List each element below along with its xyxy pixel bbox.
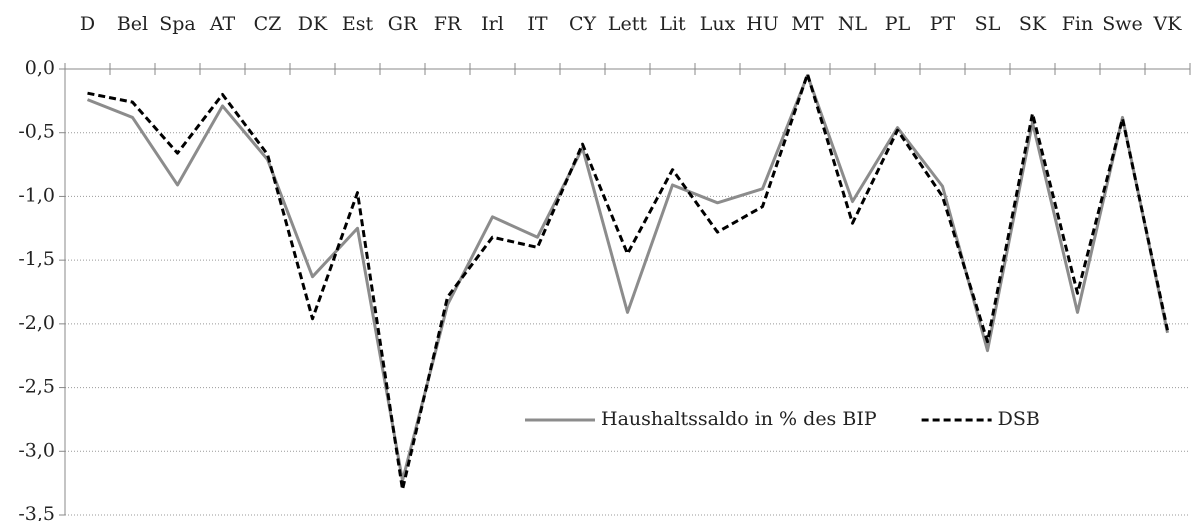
x-tick-label: D (80, 13, 95, 35)
y-tick-label: -1,5 (18, 248, 55, 270)
legend-label: Haushaltssaldo in % des BIP (601, 408, 877, 430)
series-line (87, 72, 1169, 492)
x-tick-label: NL (838, 13, 868, 35)
x-tick-label: VK (1153, 13, 1183, 35)
y-tick-label: -0,5 (18, 121, 55, 143)
x-tick-label: PL (885, 13, 911, 35)
x-tick-label: CY (569, 13, 597, 35)
x-tick-label: Irl (481, 13, 504, 35)
x-tick-label: GR (388, 13, 418, 35)
x-tick-label: Lux (700, 13, 736, 35)
legend-label: DSB (998, 408, 1040, 430)
x-tick-label: Lett (608, 13, 647, 35)
x-tick-label: FR (434, 13, 462, 35)
y-tick-label: -1,0 (18, 184, 55, 206)
x-tick-label: Spa (159, 13, 196, 35)
x-tick-label: AT (209, 13, 236, 35)
y-tick-label: 0,0 (25, 57, 55, 79)
x-tick-label: Lit (659, 13, 686, 35)
x-tick-label: SK (1019, 13, 1047, 35)
x-tick-label: SL (975, 13, 1001, 35)
x-tick-label: Swe (1102, 13, 1143, 35)
y-tick-label: -3,5 (18, 503, 55, 521)
x-tick-label: Fin (1062, 13, 1094, 35)
x-tick-label: DK (298, 13, 328, 35)
x-tick-label: HU (746, 13, 779, 35)
x-tick-label: IT (527, 13, 548, 35)
x-tick-label: Bel (117, 13, 148, 35)
y-tick-label: -2,0 (18, 312, 55, 334)
x-tick-label: MT (791, 13, 823, 35)
y-tick-label: -2,5 (18, 376, 55, 398)
x-tick-label: PT (930, 13, 956, 35)
y-tick-label: -3,0 (18, 439, 55, 461)
x-tick-label: Est (342, 13, 374, 35)
x-tick-label: CZ (254, 13, 282, 35)
